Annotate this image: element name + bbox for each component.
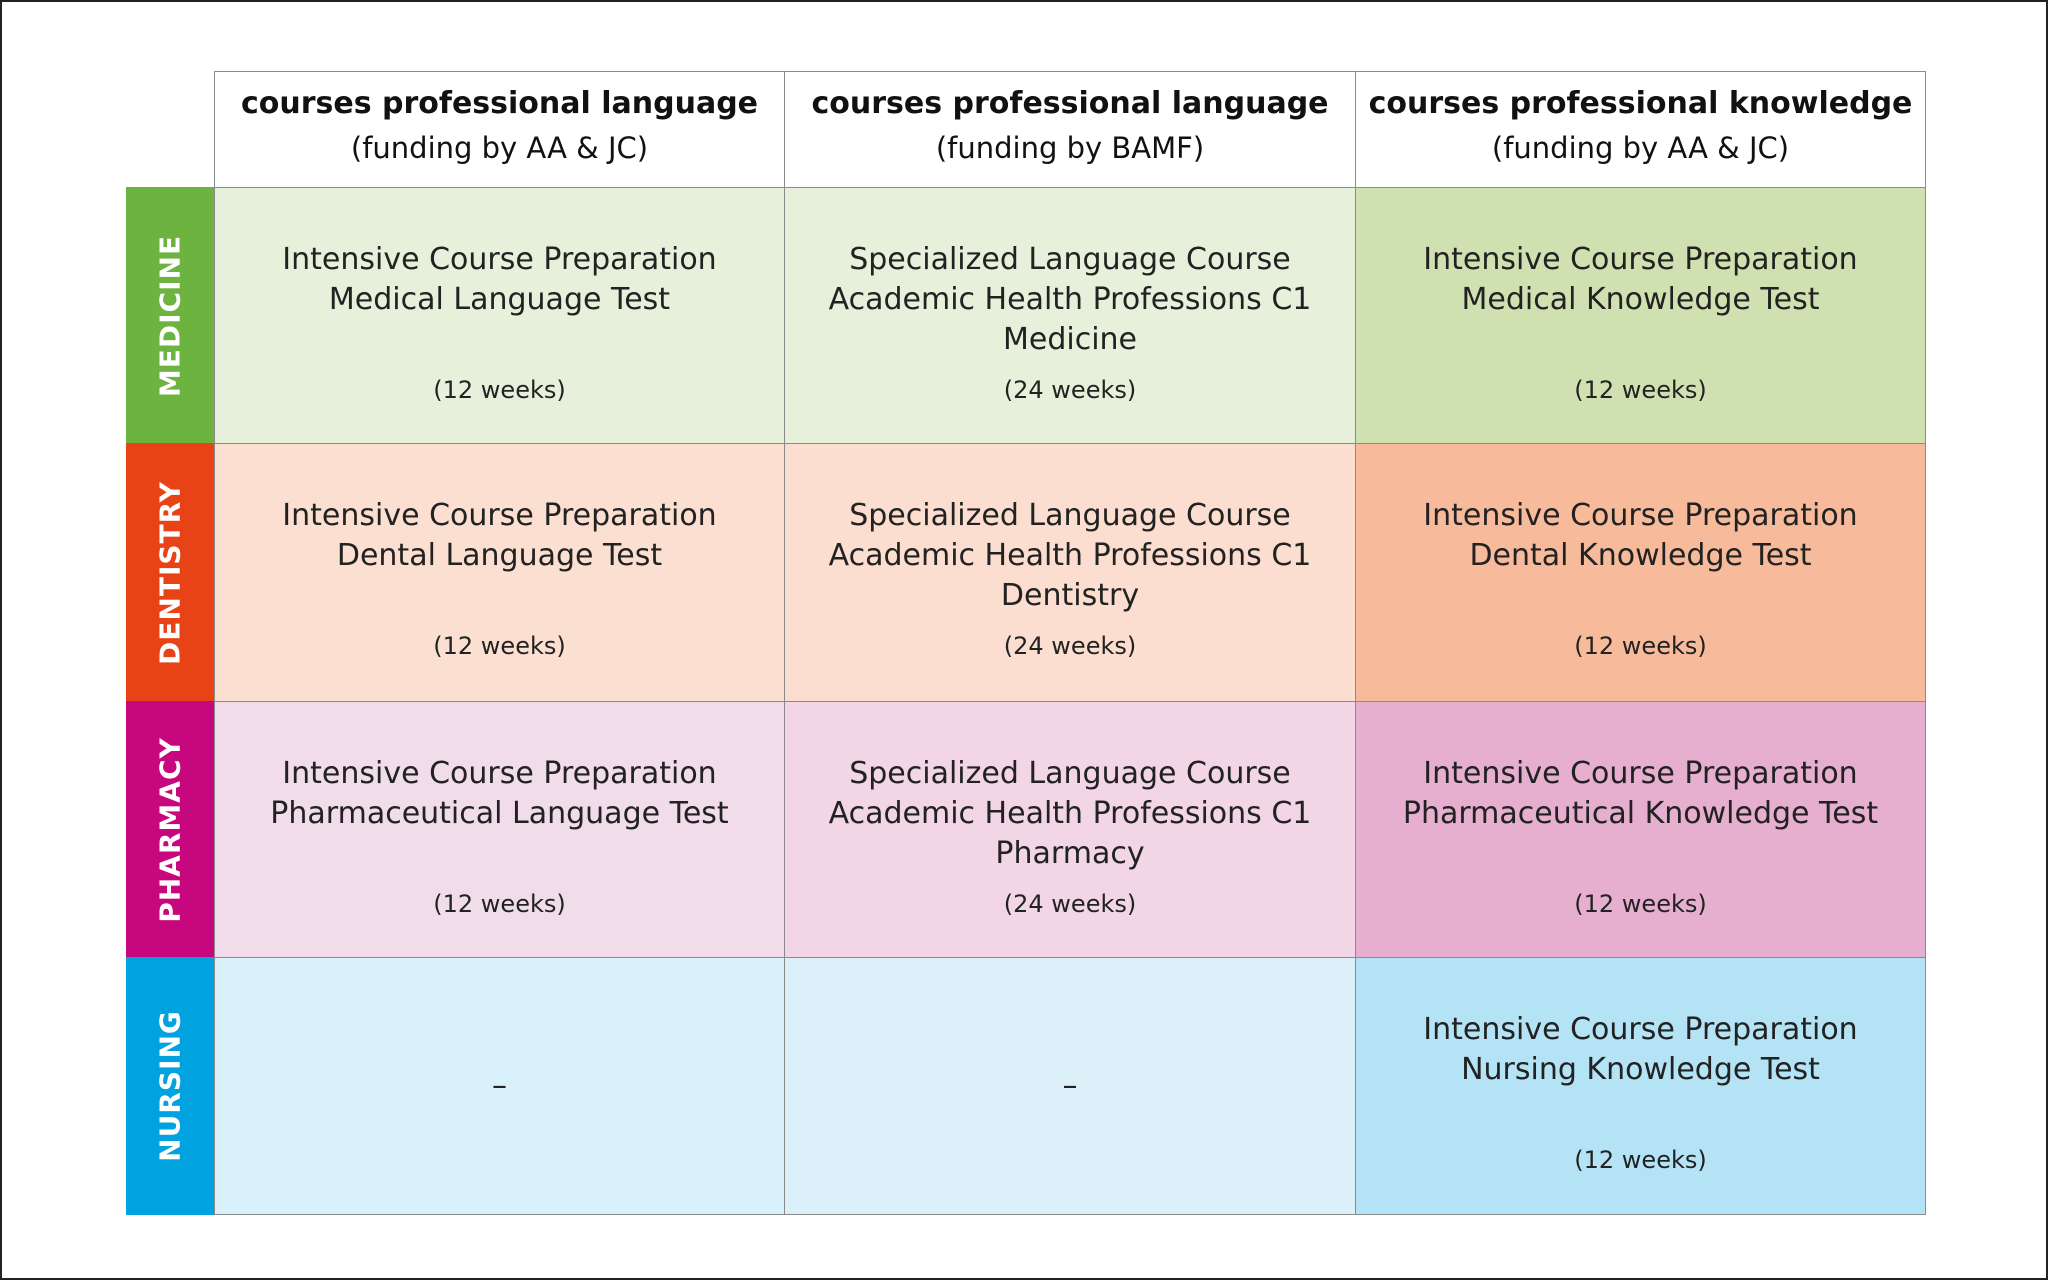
course-duration: (12 weeks) — [1574, 890, 1707, 918]
column-title: courses professional knowledge — [1368, 86, 1913, 121]
column-header: courses professional knowledge (funding b… — [1355, 71, 1926, 188]
course-name: Specialized Language Course Academic Heal… — [785, 754, 1355, 874]
course-name: Intensive Course Preparation Dental Langu… — [215, 496, 784, 576]
column-title: courses professional language — [240, 86, 759, 121]
course-line: Intensive Course Preparation — [1423, 498, 1858, 533]
course-line: Medical Language Test — [328, 282, 671, 317]
course-name: Intensive Course Preparation Pharmaceutic… — [215, 754, 784, 834]
column-subtitle: (funding by BAMF) — [935, 131, 1205, 165]
course-duration: (12 weeks) — [1574, 1146, 1707, 1174]
row-label-cell: PHARMACY — [126, 701, 214, 958]
course-line: Specialized Language Course — [849, 756, 1291, 791]
course-line: Pharmaceutical Language Test — [270, 796, 729, 831]
course-duration: (24 weeks) — [1003, 632, 1137, 660]
course-line: Intensive Course Preparation — [1423, 242, 1858, 277]
course-name: Intensive Course Preparation Nursing Know… — [1356, 1010, 1925, 1090]
course-line: Specialized Language Course — [849, 498, 1291, 533]
course-name: Intensive Course Preparation Pharmaceutic… — [1356, 754, 1925, 834]
table-cell: – — [214, 957, 785, 1215]
course-line: Intensive Course Preparation — [282, 498, 717, 533]
course-name: Intensive Course Preparation Dental Knowl… — [1356, 496, 1925, 576]
course-line: Nursing Knowledge Test — [1461, 1052, 1820, 1087]
column-header: courses professional language (funding by… — [784, 71, 1356, 188]
row-label-cell: MEDICINE — [126, 187, 214, 444]
table-cell: Intensive Course Preparation Dental Knowl… — [1355, 443, 1926, 702]
table-cell: Specialized Language Course Academic Heal… — [784, 443, 1356, 702]
column-subtitle: (funding by AA & JC) — [350, 131, 649, 165]
table-cell: Intensive Course Preparation Medical Lang… — [214, 187, 785, 444]
course-line: Dental Language Test — [336, 538, 663, 573]
column-title: courses professional language — [811, 86, 1329, 121]
row-label-cell: NURSING — [126, 957, 214, 1215]
course-line: Academic Health Professions C1 — [828, 796, 1312, 831]
row-label: PHARMACY — [153, 736, 187, 923]
course-line: Specialized Language Course — [849, 242, 1291, 277]
course-line: Academic Health Professions C1 — [828, 538, 1312, 573]
row-label-cell: DENTISTRY — [126, 443, 214, 702]
table-cell: Intensive Course Preparation Dental Langu… — [214, 443, 785, 702]
course-line: Medicine — [1002, 322, 1138, 357]
row-label: MEDICINE — [153, 234, 187, 397]
row-label: DENTISTRY — [153, 480, 187, 665]
column-subtitle: (funding by AA & JC) — [1491, 131, 1790, 165]
course-line: Intensive Course Preparation — [282, 242, 717, 277]
course-duration: (24 weeks) — [1003, 376, 1137, 404]
course-line: Pharmacy — [995, 836, 1145, 871]
course-duration: (12 weeks) — [433, 632, 566, 660]
course-line: Intensive Course Preparation — [282, 756, 717, 791]
course-line: Dentistry — [1000, 578, 1140, 613]
empty-marker: – — [492, 1068, 507, 1104]
row-label: NURSING — [153, 1010, 187, 1162]
course-duration: (12 weeks) — [433, 376, 566, 404]
course-name: Intensive Course Preparation Medical Lang… — [215, 240, 784, 320]
course-line: Academic Health Professions C1 — [828, 282, 1312, 317]
course-line: Intensive Course Preparation — [1423, 1012, 1858, 1047]
course-line: Dental Knowledge Test — [1469, 538, 1812, 573]
column-header: courses professional language (funding by… — [214, 71, 785, 188]
course-line: Pharmaceutical Knowledge Test — [1402, 796, 1879, 831]
course-duration: (24 weeks) — [1003, 890, 1137, 918]
course-name: Intensive Course Preparation Medical Know… — [1356, 240, 1925, 320]
course-duration: (12 weeks) — [433, 890, 566, 918]
empty-marker: – — [1062, 1068, 1078, 1104]
table-cell: – — [784, 957, 1356, 1215]
course-duration: (12 weeks) — [1574, 632, 1707, 660]
course-line: Medical Knowledge Test — [1461, 282, 1820, 317]
table-cell: Intensive Course Preparation Medical Know… — [1355, 187, 1926, 444]
table-cell: Intensive Course Preparation Nursing Know… — [1355, 957, 1926, 1215]
course-duration: (12 weeks) — [1574, 376, 1707, 404]
table-cell: Specialized Language Course Academic Heal… — [784, 187, 1356, 444]
course-name: Specialized Language Course Academic Heal… — [785, 496, 1355, 616]
table-cell: Specialized Language Course Academic Heal… — [784, 701, 1356, 958]
table-cell: Intensive Course Preparation Pharmaceutic… — [214, 701, 785, 958]
course-line: Intensive Course Preparation — [1423, 756, 1858, 791]
course-name: Specialized Language Course Academic Heal… — [785, 240, 1355, 360]
table-cell: Intensive Course Preparation Pharmaceutic… — [1355, 701, 1926, 958]
